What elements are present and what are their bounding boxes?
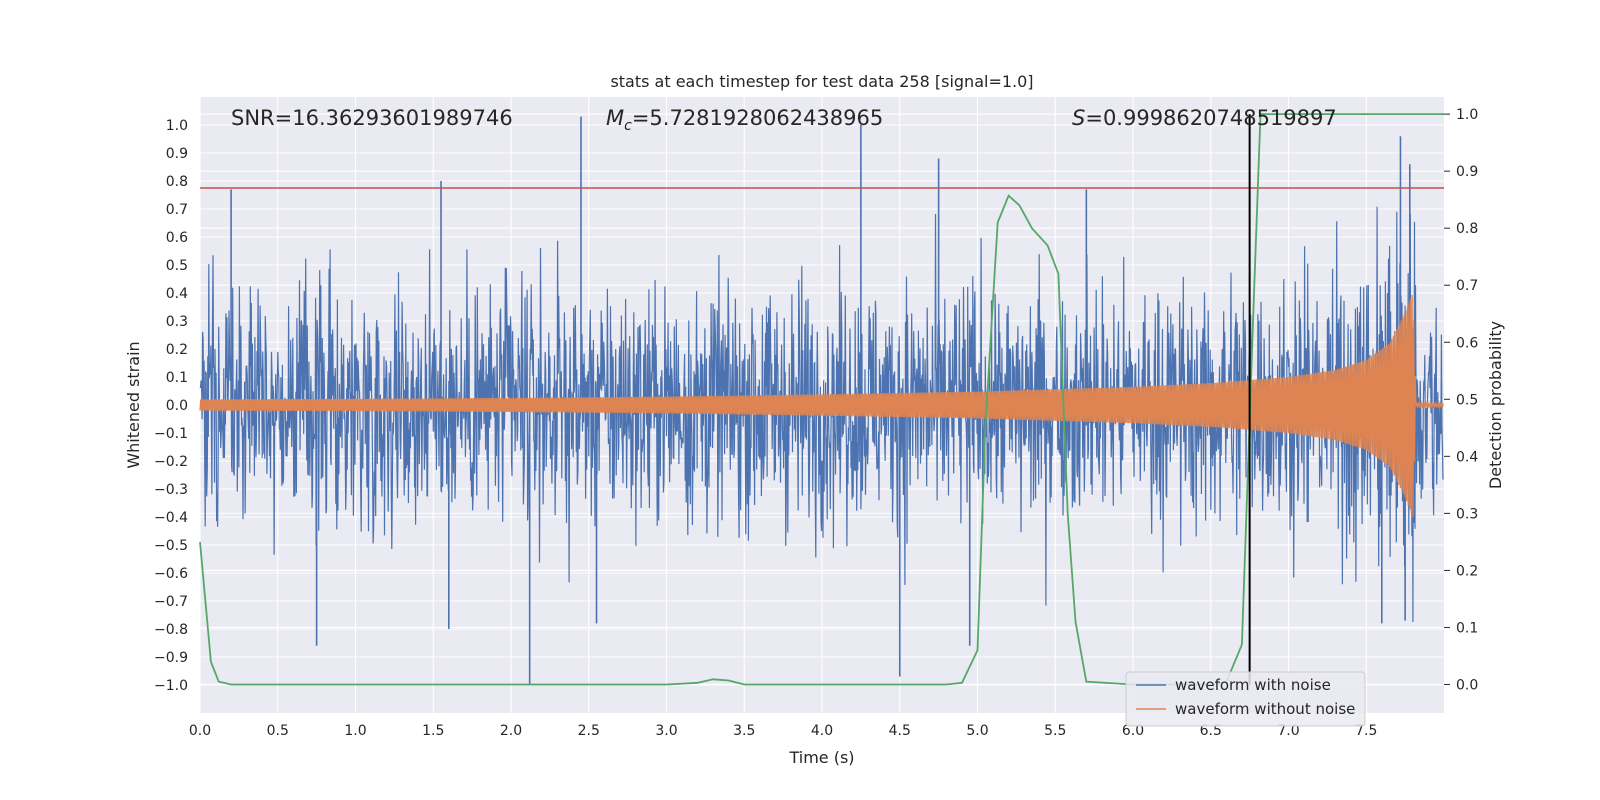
x-tick-label: 7.0 (1277, 723, 1299, 739)
y-left-tick-label: −0.9 (154, 650, 188, 666)
probability-line (199, 113, 1444, 686)
y-left-tick-label: 0.4 (166, 286, 188, 302)
y-right-tick-label: 0.6 (1456, 335, 1478, 351)
y-left-tick-label: 0.3 (166, 314, 188, 330)
x-tick-label: 0.5 (267, 723, 289, 739)
series-detection-probability (199, 113, 1444, 686)
y-right-tick-label: 0.2 (1456, 563, 1478, 579)
x-tick-label: 5.5 (1044, 723, 1066, 739)
snr-annotation: SNR=16.36293601989746 (231, 106, 513, 130)
y-right-tick-label: 0.3 (1456, 506, 1478, 522)
y-left-tick-label: −0.1 (154, 426, 188, 442)
series-waveform-without-noise (199, 294, 1444, 518)
x-tick-label: 0.0 (189, 723, 211, 739)
mc-value: =5.7281928062438965 (632, 106, 883, 130)
x-tick-label: 1.0 (344, 723, 366, 739)
y-right-tick-label: 0.4 (1456, 449, 1478, 465)
y-left-tick-label: 0.9 (166, 146, 188, 162)
y-left-tick-label: 1.0 (166, 118, 188, 134)
y-right-tick-label: 0.9 (1456, 164, 1478, 180)
y-left-tick-label: 0.5 (166, 258, 188, 274)
legend: waveform with noise waveform without noi… (1125, 671, 1366, 727)
legend-label-clean: waveform without noise (1175, 700, 1355, 718)
legend-label-noise: waveform with noise (1175, 676, 1331, 694)
y-right-tick-label: 0.8 (1456, 221, 1478, 237)
y-right-tick-label: 1.0 (1456, 107, 1478, 123)
mc-subscript: c (624, 118, 632, 134)
x-tick-label: 6.0 (1122, 723, 1144, 739)
y-left-tick-label: −0.7 (154, 594, 188, 610)
y-left-tick-label: −0.2 (154, 454, 188, 470)
y-axis-right-ticks: 1.0 0.9 0.8 0.7 0.6 0.5 0.4 0.3 0.2 0.1 0.0 (1444, 107, 1478, 693)
y-left-tick-label: 0.8 (166, 174, 188, 190)
y-left-tick-label: 0.2 (166, 342, 188, 358)
x-tick-label: 1.5 (422, 723, 444, 739)
y-left-tick-label: −0.5 (154, 538, 188, 554)
legend-box (1125, 671, 1366, 727)
x-tick-label: 3.5 (733, 723, 755, 739)
y-left-tick-label: −0.4 (154, 510, 188, 526)
x-tick-label: 2.0 (500, 723, 522, 739)
s-annotation: S=0.9998620748519897 (1072, 106, 1337, 130)
x-tick-label: 4.0 (811, 723, 833, 739)
s-value: =0.9998620748519897 (1085, 106, 1336, 130)
clean-waveform-line (199, 294, 1444, 518)
mc-symbol: M (606, 106, 624, 130)
x-tick-label: 5.0 (966, 723, 988, 739)
y-axis-right-label: Detection probability (1486, 321, 1505, 489)
y-right-tick-label: 0.5 (1456, 392, 1478, 408)
y-right-tick-label: 0.1 (1456, 620, 1478, 636)
y-left-tick-label: 0.0 (166, 398, 188, 414)
y-left-tick-label: −1.0 (154, 678, 188, 694)
x-tick-label: 3.0 (655, 723, 677, 739)
x-tick-label: 7.5 (1355, 723, 1377, 739)
y-axis-left-label: Whitened strain (124, 341, 143, 468)
x-tick-label: 2.5 (578, 723, 600, 739)
y-left-tick-label: −0.3 (154, 482, 188, 498)
s-symbol: S (1072, 106, 1085, 130)
y-right-tick-label: 0.0 (1456, 677, 1478, 693)
x-tick-label: 4.5 (889, 723, 911, 739)
mc-annotation: Mc=5.7281928062438965 (606, 106, 883, 134)
noise-waveform-line (199, 206, 1444, 623)
y-axis-left-ticks: 1.0 0.9 0.8 0.7 0.6 0.5 0.4 0.3 0.2 0.1 0.0 −0.1 −0.… (154, 118, 188, 694)
x-tick-label: 6.5 (1200, 723, 1222, 739)
x-axis-ticks: 0.0 0.5 1.0 1.5 2.0 2.5 3.0 3.5 4.0 4.5 5.0 5.5 6.0 6… (189, 723, 1378, 739)
y-left-tick-label: 0.6 (166, 230, 188, 246)
y-left-tick-label: −0.8 (154, 622, 188, 638)
y-left-tick-label: −0.6 (154, 566, 188, 582)
y-left-tick-label: 0.1 (166, 370, 188, 386)
x-axis-label: Time (s) (788, 748, 854, 767)
chart-title: stats at each timestep for test data 258… (610, 72, 1033, 91)
y-left-tick-label: 0.7 (166, 202, 188, 218)
y-right-tick-label: 0.7 (1456, 278, 1478, 294)
